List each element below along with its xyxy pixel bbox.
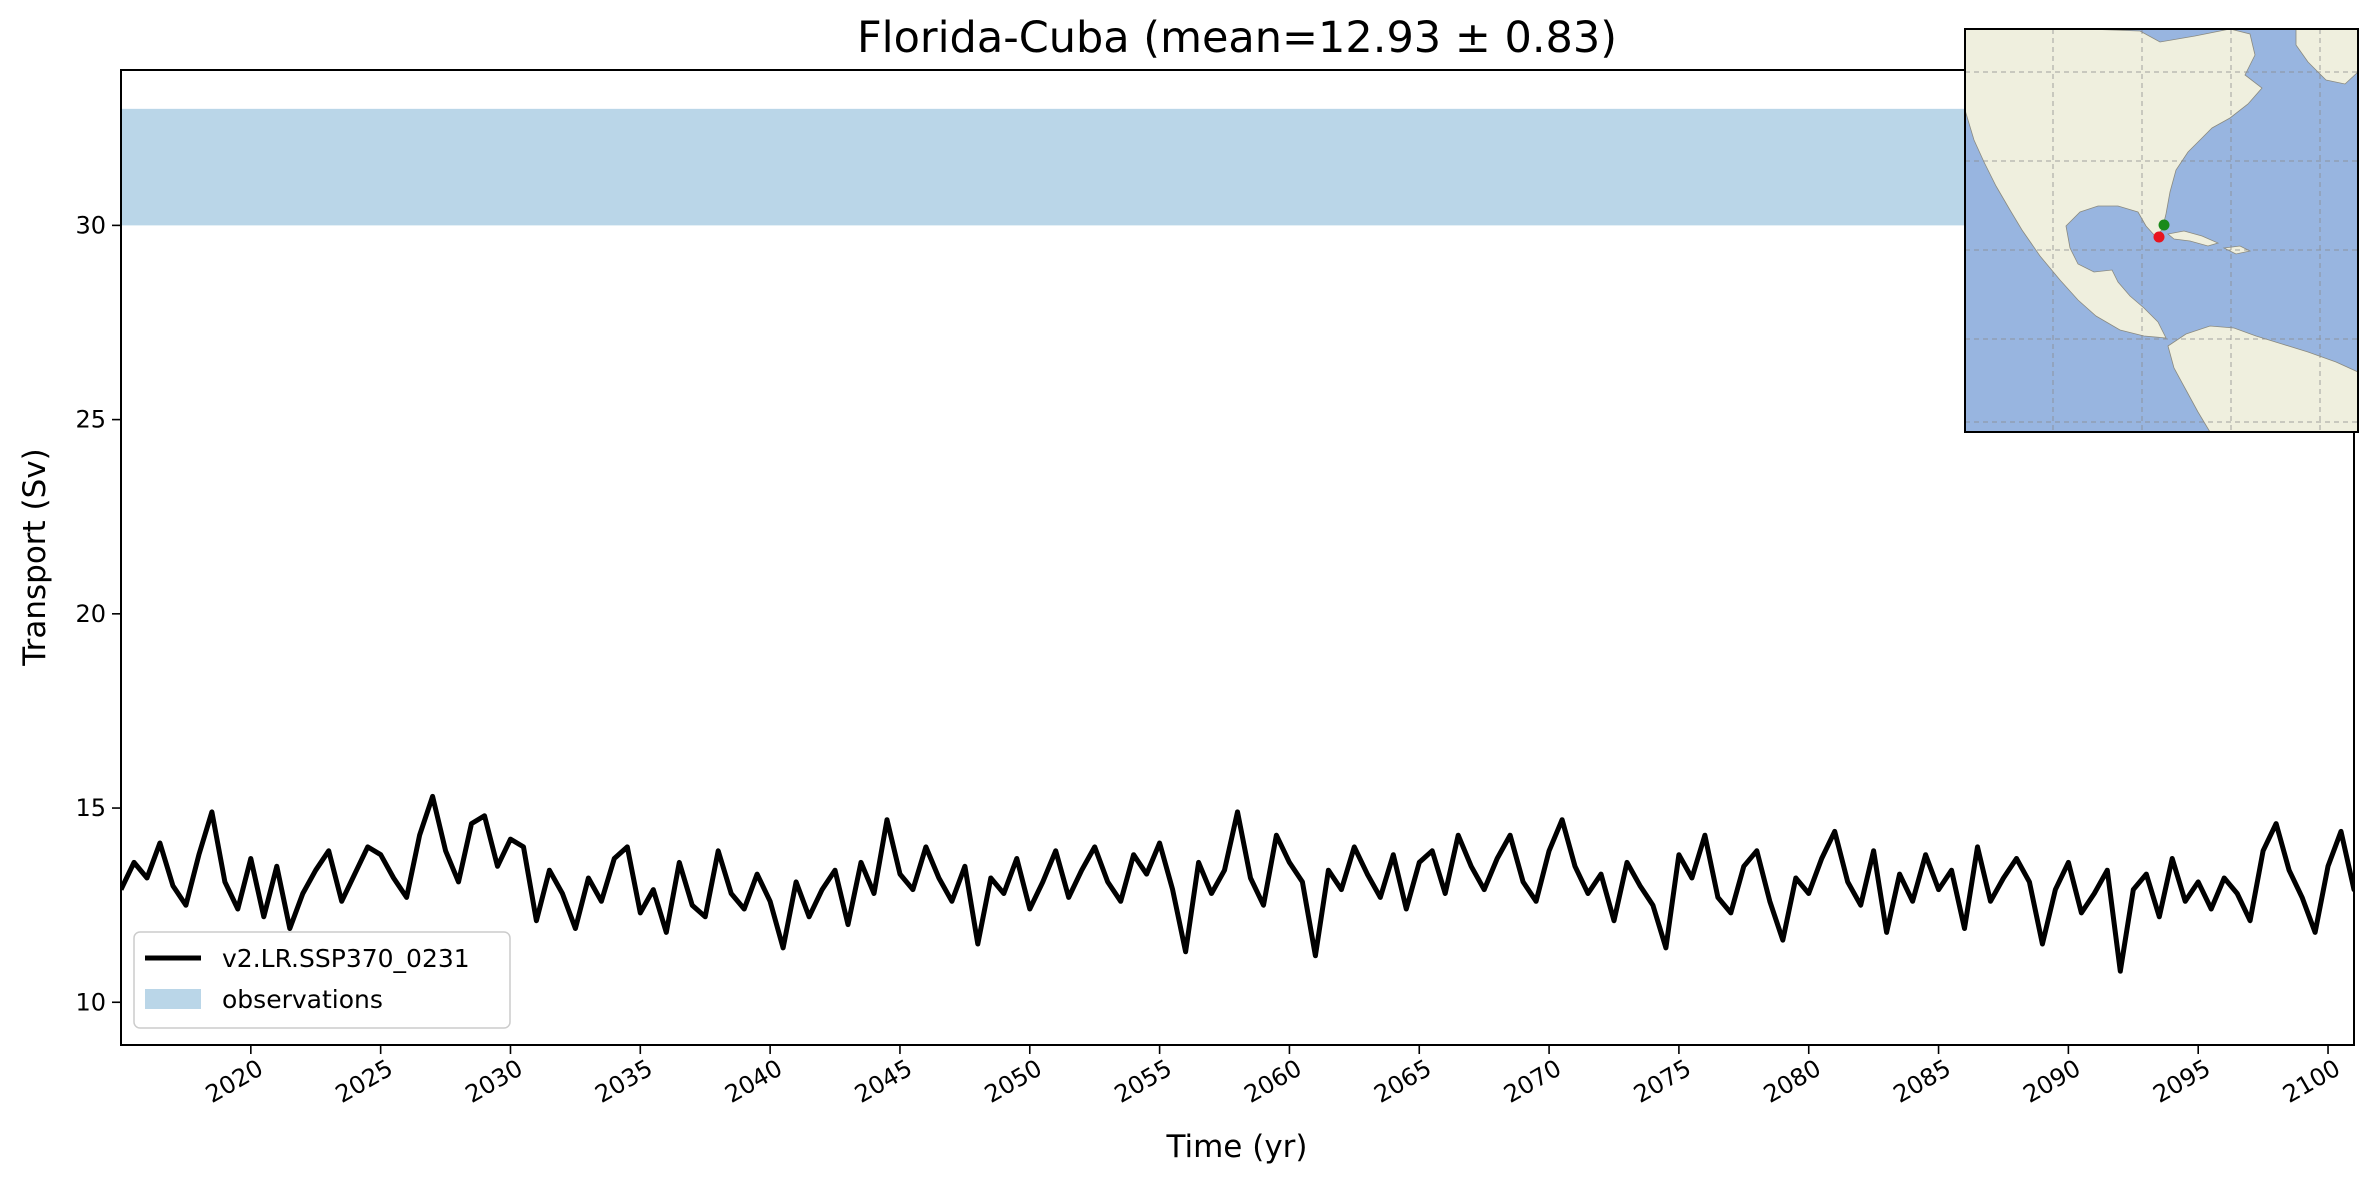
x-tick-label: 2070 <box>1499 1054 1566 1109</box>
y-tick-label: 25 <box>75 406 106 434</box>
x-tick-label: 2035 <box>590 1054 657 1109</box>
legend-box <box>133 931 511 1029</box>
legend: v2.LR.SSP370_0231 observations <box>133 931 511 1029</box>
chart-title: Florida-Cuba (mean=12.93 ± 0.83) <box>857 13 1617 63</box>
plot-frame <box>120 69 2355 1046</box>
y-tick-label: 15 <box>75 794 106 822</box>
x-tick-label: 2055 <box>1110 1054 1177 1109</box>
map-land-south-america <box>2167 325 2358 432</box>
x-tick-label: 2060 <box>1240 1054 1307 1109</box>
inset-map <box>1964 28 2359 433</box>
x-tick-label: 2020 <box>201 1054 268 1109</box>
x-tick-label: 2045 <box>850 1054 917 1109</box>
x-tick-label: 2025 <box>331 1054 398 1109</box>
y-axis-ticks: 10 15 20 25 30 <box>75 211 121 1016</box>
legend-observations-swatch <box>145 989 201 1009</box>
x-tick-label: 2065 <box>1369 1054 1436 1109</box>
legend-observations-label: observations <box>222 985 383 1014</box>
x-tick-label: 2095 <box>2148 1054 2215 1109</box>
map-land-greenland <box>2295 29 2358 85</box>
x-axis-ticks: 2020 2025 2030 2035 2040 2045 2050 2055 2060 2065… <box>201 1045 2345 1109</box>
map-marker-red <box>2153 231 2165 243</box>
x-axis-label: Time (yr) <box>1166 1129 1308 1165</box>
legend-series-label: v2.LR.SSP370_0231 <box>222 944 470 973</box>
x-tick-label: 2090 <box>2018 1054 2085 1109</box>
x-tick-label: 2040 <box>720 1054 787 1109</box>
x-tick-label: 2085 <box>1889 1054 1956 1109</box>
map-frame <box>1964 28 2359 433</box>
y-tick-label: 30 <box>75 211 106 239</box>
x-tick-label: 2080 <box>1759 1054 1826 1109</box>
map-land-cuba <box>2167 230 2220 247</box>
x-tick-label: 2100 <box>2278 1054 2345 1109</box>
x-tick-label: 2050 <box>980 1054 1047 1109</box>
y-axis-label: Transport (Sv) <box>17 448 53 667</box>
x-tick-label: 2075 <box>1629 1054 1696 1109</box>
map-gridlines <box>1965 29 2358 432</box>
y-tick-label: 20 <box>75 600 106 628</box>
map-marker-green <box>2158 219 2170 231</box>
series-line <box>121 793 2354 974</box>
y-tick-label: 10 <box>75 988 106 1016</box>
x-tick-label: 2030 <box>461 1054 528 1109</box>
map-land-north-america <box>1965 29 2263 339</box>
